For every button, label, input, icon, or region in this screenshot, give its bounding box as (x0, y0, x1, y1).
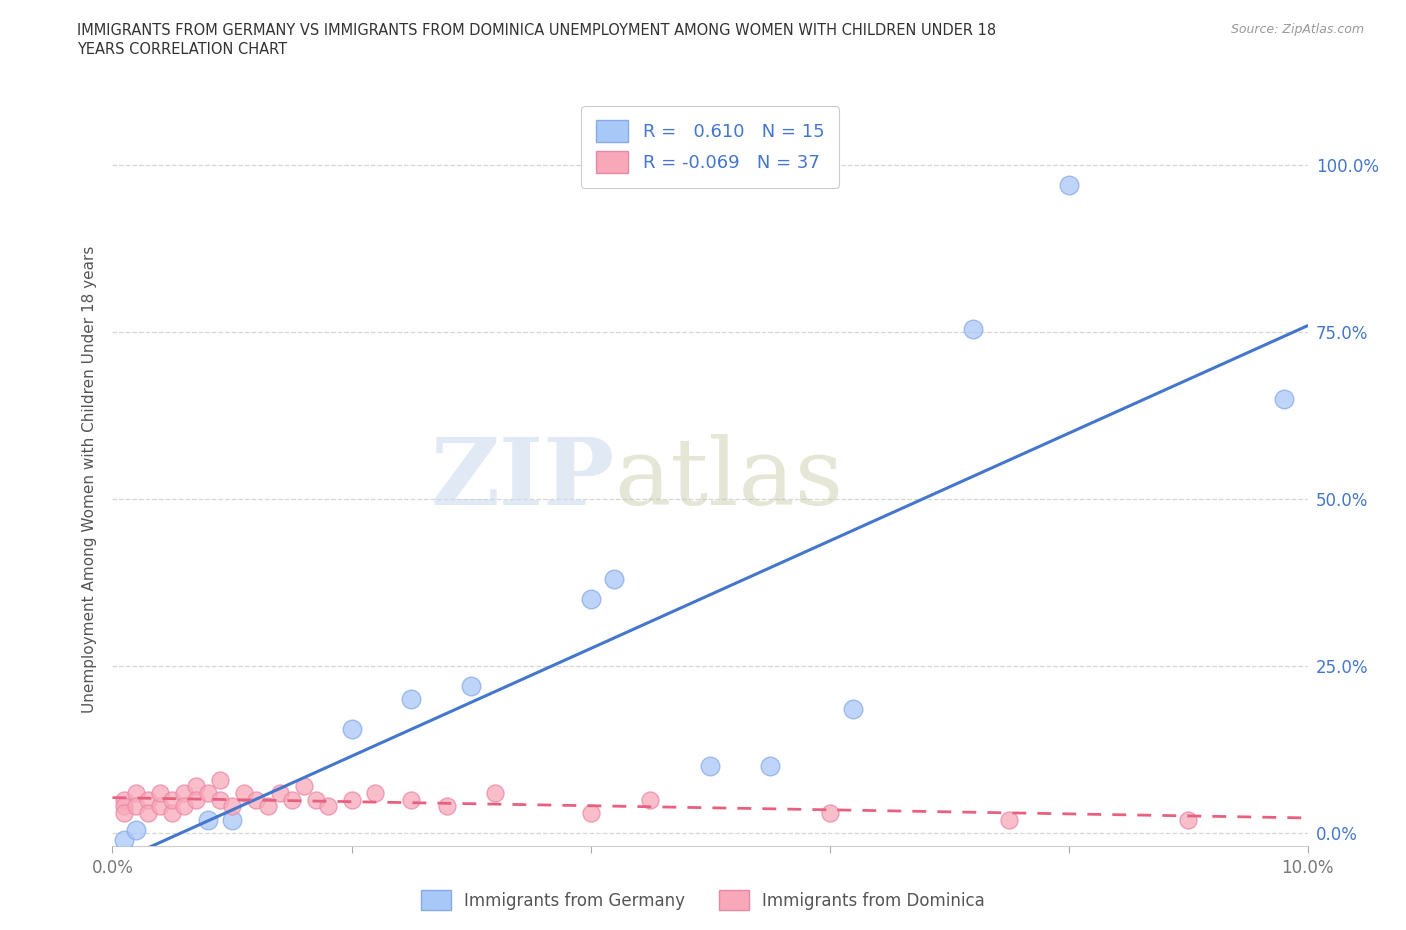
Point (125, 786, 148, 801)
Point (114, 805, 135, 820)
Point (1057, 178, 1080, 193)
Point (436, 799, 458, 814)
Point (998, 812, 1021, 827)
Point (221, 799, 243, 814)
Point (1272, 392, 1295, 406)
Point (221, 812, 243, 827)
Point (316, 799, 339, 814)
Text: IMMIGRANTS FROM GERMANY VS IMMIGRANTS FROM DOMINICA UNEMPLOYMENT AMONG WOMEN WIT: IMMIGRANTS FROM GERMANY VS IMMIGRANTS FR… (77, 23, 997, 38)
Point (579, 805, 602, 820)
Point (401, 692, 423, 707)
Point (186, 792, 208, 807)
Point (292, 778, 315, 793)
Point (305, 792, 328, 807)
Point (245, 792, 267, 807)
Point (818, 805, 841, 820)
Point (197, 786, 219, 801)
Legend: Immigrants from Germany, Immigrants from Dominica: Immigrants from Germany, Immigrants from… (415, 884, 991, 917)
Point (125, 799, 148, 814)
Point (209, 772, 232, 787)
Point (233, 786, 256, 801)
Text: ZIP: ZIP (430, 434, 614, 524)
Point (186, 778, 208, 793)
Point (257, 799, 280, 814)
Point (173, 786, 195, 801)
Point (603, 572, 626, 587)
Point (340, 722, 363, 737)
Text: Source: ZipAtlas.com: Source: ZipAtlas.com (1230, 23, 1364, 36)
Point (149, 799, 172, 814)
Point (114, 832, 135, 847)
Point (962, 321, 984, 336)
Point (842, 702, 865, 717)
Point (125, 822, 148, 837)
Text: atlas: atlas (614, 434, 844, 524)
Point (173, 799, 195, 814)
Point (114, 792, 135, 807)
Point (640, 792, 662, 807)
Point (149, 786, 172, 801)
Point (114, 799, 135, 814)
Point (579, 591, 602, 606)
Text: YEARS CORRELATION CHART: YEARS CORRELATION CHART (77, 42, 287, 57)
Legend: R =   0.610   N = 15, R = -0.069   N = 37: R = 0.610 N = 15, R = -0.069 N = 37 (581, 106, 839, 188)
Point (699, 759, 721, 774)
Point (460, 679, 482, 694)
Point (138, 805, 160, 820)
Point (197, 812, 219, 827)
Y-axis label: Unemployment Among Women with Children Under 18 years: Unemployment Among Women with Children U… (82, 246, 97, 712)
Point (364, 786, 387, 801)
Point (138, 792, 160, 807)
Point (269, 786, 291, 801)
Point (340, 792, 363, 807)
Point (162, 792, 183, 807)
Point (162, 805, 183, 820)
Point (401, 792, 423, 807)
Point (1177, 812, 1199, 827)
Point (759, 759, 782, 774)
Point (209, 792, 232, 807)
Point (281, 792, 304, 807)
Point (484, 786, 506, 801)
